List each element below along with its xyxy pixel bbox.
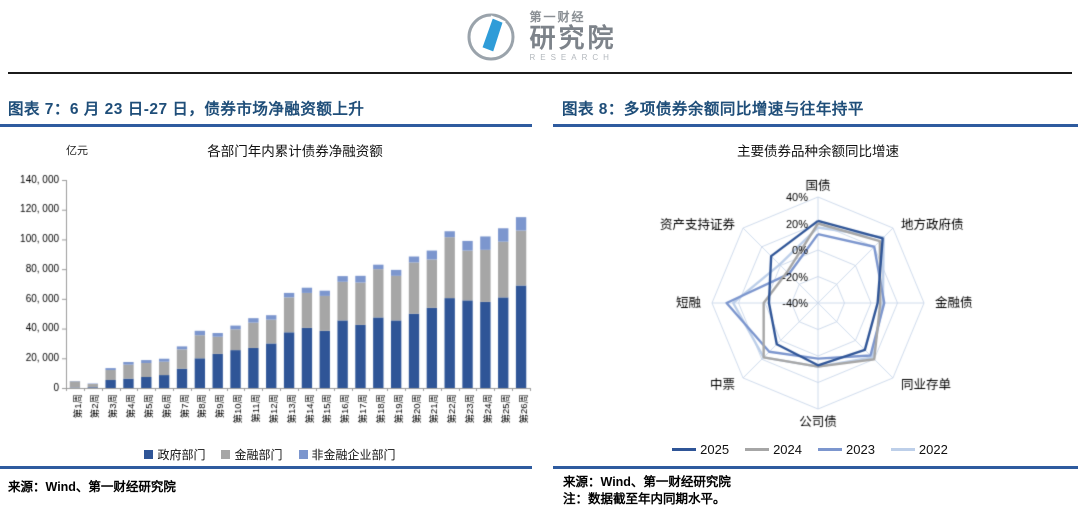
legend-item: 2023 <box>818 442 875 457</box>
logo-brand-main: 研究院 <box>529 22 617 53</box>
figure7-unit-label: 亿元 <box>66 145 88 157</box>
yicai-research-logo: 第一财经 研究院 RESEARCH <box>463 8 616 64</box>
legend-line-icon <box>890 448 915 451</box>
legend-label: 2023 <box>846 442 875 457</box>
figure7-title: 图表 7：6 月 23 日-27 日，债券市场净融资额上升 <box>8 101 365 118</box>
legend-swatch-icon <box>144 450 154 459</box>
legend-label: 2025 <box>700 442 730 457</box>
legend-swatch-icon <box>298 450 308 459</box>
radar-chart-canvas <box>540 152 1080 442</box>
figure7-source: 来源：Wind、第一财经研究院 <box>8 480 176 494</box>
legend-label: 政府部门 <box>157 448 206 462</box>
page-header: 第一财经 研究院 RESEARCH <box>0 2 1080 70</box>
logo-brand-sub: RESEARCH <box>529 52 614 62</box>
figure8-bottom-rule <box>553 466 1078 469</box>
bar-chart-legend: 政府部门 金融部门 非金融企业部门 <box>0 446 540 463</box>
logo-mark-icon <box>467 13 515 61</box>
legend-swatch-icon <box>221 450 231 459</box>
figure8-title: 图表 8：多项债券余额同比增速与往年持平 <box>562 101 864 118</box>
legend-item: 2024 <box>745 442 802 457</box>
header-divider <box>8 72 1072 74</box>
legend-item: 2025 <box>672 442 729 457</box>
legend-line-icon <box>672 448 697 451</box>
legend-item: 非金融企业部门 <box>298 446 396 463</box>
legend-item: 2022 <box>890 442 948 457</box>
logo-text: 第一财经 研究院 RESEARCH <box>529 11 616 62</box>
radar-chart-legend: 2025 2024 2023 2022 <box>540 442 1080 457</box>
legend-label: 2024 <box>773 442 802 457</box>
figure7-panel: 图表 7：6 月 23 日-27 日，债券市场净融资额上升 亿元 各部门年内累计… <box>0 101 540 494</box>
figure7-chart-title: 各部门年内累计债券净融资额 <box>207 144 383 159</box>
figure8-note: 注：数据截至年内同期水平。 <box>563 492 726 506</box>
bar-chart-canvas <box>0 158 540 444</box>
figure7-bottom-rule <box>0 466 532 469</box>
legend-line-icon <box>818 448 842 451</box>
figure8-source: 来源：Wind、第一财经研究院 <box>563 475 731 489</box>
figure8-title-rule <box>553 124 1078 127</box>
figure8-panel: 图表 8：多项债券余额同比增速与往年持平 主要债券品种余额同比增速 202520… <box>540 0 1080 519</box>
legend-line-icon <box>745 448 770 451</box>
figure7-title-rule <box>0 124 532 127</box>
legend-label: 2022 <box>918 442 948 457</box>
legend-label: 非金融企业部门 <box>311 448 396 462</box>
legend-item: 政府部门 <box>144 446 205 463</box>
logo-brand-top: 第一财经 <box>529 9 586 24</box>
legend-label: 金融部门 <box>234 448 283 462</box>
legend-item: 金融部门 <box>221 446 283 463</box>
